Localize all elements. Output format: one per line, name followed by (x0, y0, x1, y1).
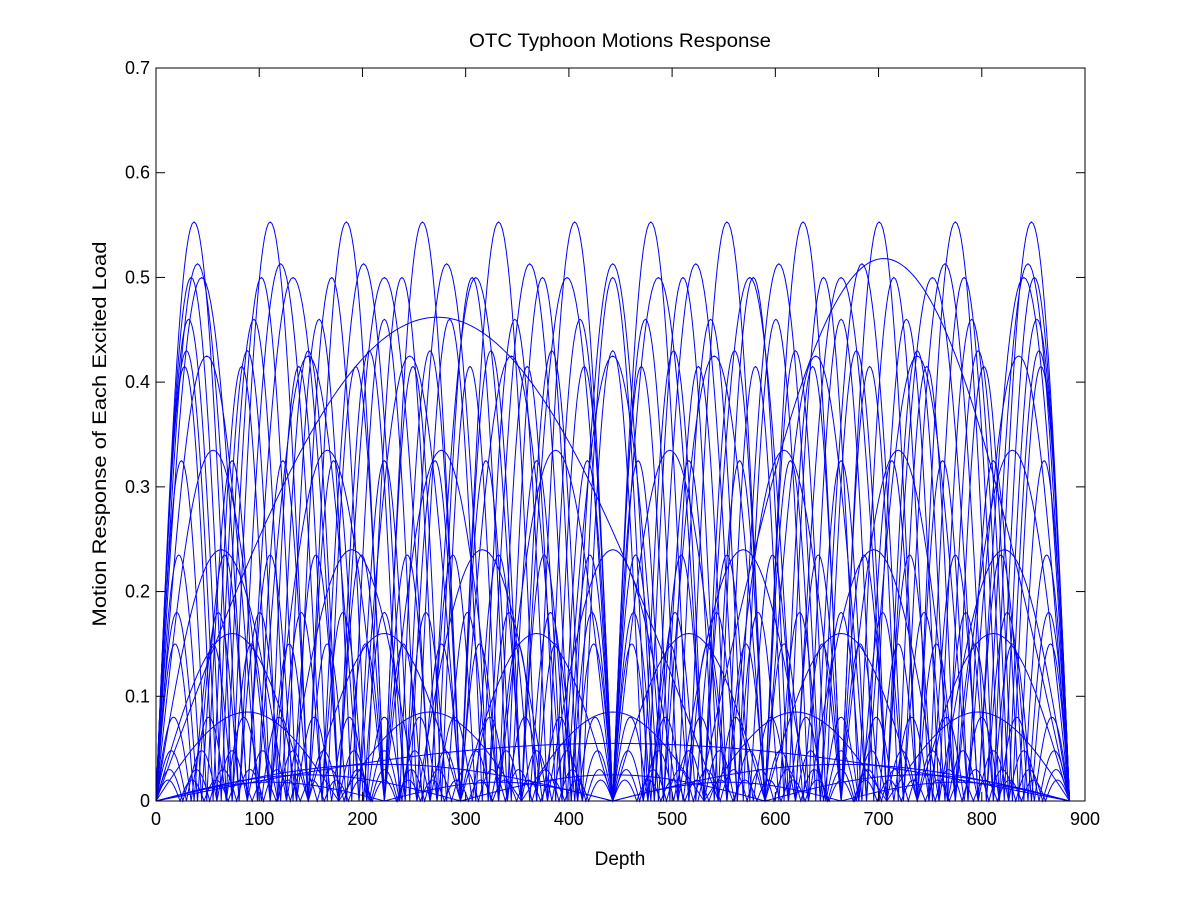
x-axis: 0 100 200 300 400 500 600 700 800 900 (151, 68, 1100, 829)
x-tick-label: 0 (151, 809, 161, 829)
x-tick-label: 200 (347, 809, 377, 829)
plot-box (155, 67, 1086, 802)
x-tick-label: 700 (864, 809, 894, 829)
x-tick-label: 100 (244, 809, 274, 829)
y-tick-label: 0.6 (125, 163, 150, 183)
series-line-2 (155, 742, 1070, 802)
x-tick-label: 900 (1070, 809, 1100, 829)
series-line-10 (155, 355, 1071, 802)
series-line-17 (155, 365, 1071, 802)
series-line-8 (155, 549, 1071, 802)
y-tick-label: 0.7 (125, 58, 150, 78)
series-line-0 (155, 316, 720, 802)
x-tick-label: 400 (554, 809, 584, 829)
series-line-6 (155, 711, 1070, 802)
y-tick-label: 0.3 (125, 477, 150, 497)
y-tick-label: 0.4 (125, 372, 150, 392)
chart-title: OTC Typhoon Motions Response (469, 31, 771, 52)
y-tick-label: 0.5 (125, 267, 150, 287)
y-axis-label: Motion Response of Each Excited Load (90, 242, 111, 627)
series-group (155, 221, 1071, 803)
series-line-16 (155, 350, 1071, 802)
series-line-1 (697, 258, 1071, 802)
x-tick-label: 800 (967, 809, 997, 829)
y-tick-label: 0.1 (125, 686, 150, 706)
y-tick-label: 0 (140, 791, 150, 811)
series-line-14 (155, 276, 1071, 802)
x-axis-label: Depth (595, 849, 646, 870)
x-tick-label: 600 (760, 809, 790, 829)
y-tick-label: 0.2 (125, 582, 150, 602)
x-tick-label: 300 (451, 809, 481, 829)
y-axis: 0 0.1 0.2 0.3 0.4 0.5 0.6 0.7 (125, 58, 1085, 811)
x-tick-label: 500 (657, 809, 687, 829)
